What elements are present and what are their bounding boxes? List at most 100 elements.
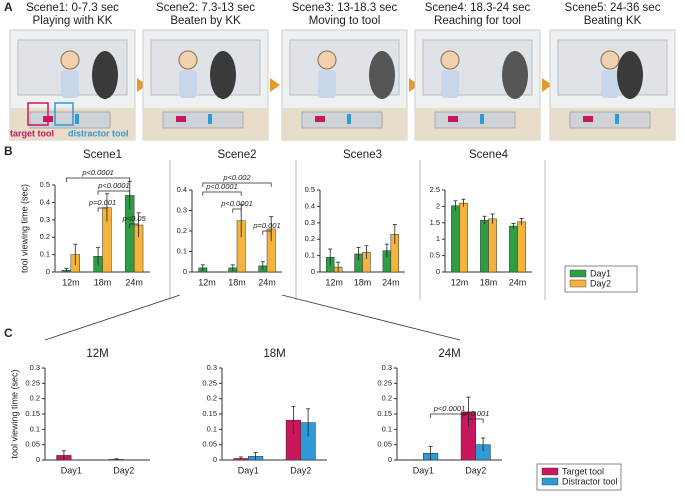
sig-bracket <box>202 191 242 196</box>
y-tick-label: 0.1 <box>177 246 187 255</box>
y-tick-label: 0.05 <box>25 440 40 449</box>
legend-label: Distractor tool <box>562 476 618 486</box>
tray <box>434 111 516 129</box>
ape <box>617 51 643 99</box>
ape <box>369 51 395 99</box>
x-tick-label: 24m <box>125 277 143 287</box>
sig-label: p=0.001 <box>461 409 489 418</box>
person-head <box>317 50 337 70</box>
y-tick-label: 0.2 <box>207 394 217 403</box>
scene-title: Scene1: 0-7.3 sec <box>26 2 119 14</box>
distractor-box <box>54 102 74 126</box>
y-tick-label: 2.5 <box>430 185 440 194</box>
distractor-tool <box>615 114 619 124</box>
y-tick-label: 0.2 <box>177 226 187 235</box>
person-body <box>318 70 336 98</box>
tray <box>162 111 244 129</box>
y-tick-label: 0.25 <box>377 378 392 387</box>
y-tick-label: 0.3 <box>305 218 315 227</box>
x-tick-label: Day2 <box>113 465 134 475</box>
sig-bracket <box>66 177 131 182</box>
y-tick-label: 0.05 <box>202 440 217 449</box>
distractor-tool <box>347 114 351 124</box>
ape <box>210 51 236 99</box>
chart-title: 18M <box>263 348 285 360</box>
scene-caption: Beaten by KK <box>170 15 241 27</box>
bar <box>509 225 518 273</box>
bar <box>480 219 489 273</box>
y-tick-label: 0.4 <box>305 201 315 210</box>
y-tick-label: 0 <box>46 267 50 276</box>
x-tick-label: Day2 <box>290 465 311 475</box>
sig-bracket <box>129 223 139 228</box>
x-tick-label: 12m <box>198 277 216 287</box>
x-tick-label: Day2 <box>465 465 486 475</box>
chart-title: Scene4 <box>469 149 509 161</box>
legend-swatch <box>541 477 559 486</box>
x-tick-label: 12m <box>451 277 469 287</box>
y-tick-label: 0.3 <box>207 363 217 372</box>
target-tool <box>448 116 458 122</box>
y-tick-label: 1.5 <box>430 218 440 227</box>
window <box>150 39 261 96</box>
sig-label: p=0.001 <box>252 221 280 230</box>
panel-label: C <box>4 326 13 340</box>
person-head <box>600 50 620 70</box>
sig-bracket <box>430 413 469 418</box>
y-tick-label: 0.05 <box>377 440 392 449</box>
tray <box>569 111 651 129</box>
y-tick-label: 0.3 <box>40 215 50 224</box>
x-tick-label: 18m <box>354 277 372 287</box>
target-tool <box>583 116 593 122</box>
target-tool <box>176 116 186 122</box>
y-tick-label: 0.5 <box>40 180 50 189</box>
y-tick-label: 0.3 <box>177 205 187 214</box>
legend-label: Day1 <box>590 268 611 278</box>
x-tick-label: Day1 <box>238 465 259 475</box>
person-body <box>601 70 619 98</box>
chart-title: Scene2 <box>217 149 256 161</box>
sig-label: p<0.0001 <box>220 199 253 208</box>
x-tick-label: 18m <box>228 277 246 287</box>
zoom-line <box>44 294 181 341</box>
bar <box>488 218 497 273</box>
bar <box>451 205 460 273</box>
y-tick-label: 0.2 <box>305 234 315 243</box>
x-tick-label: 24m <box>382 277 400 287</box>
scene-arrow <box>542 78 552 92</box>
x-tick-label: 24m <box>258 277 276 287</box>
scene-caption: Reaching for tool <box>434 15 521 27</box>
legend-swatch <box>569 279 587 288</box>
y-tick-label: 0.5 <box>305 185 315 194</box>
legend-swatch <box>541 467 559 476</box>
y-tick-label: 0.2 <box>30 394 40 403</box>
y-tick-label: 0.1 <box>40 250 50 259</box>
y-axis-label: tool viewing time (sec) <box>9 369 19 458</box>
zoom-line <box>281 294 461 341</box>
target-label: target tool <box>10 128 54 138</box>
sig-bracket <box>202 182 272 187</box>
y-tick-label: 0 <box>36 455 40 464</box>
y-tick-label: 0.25 <box>202 378 217 387</box>
bar <box>517 221 526 273</box>
y-tick-label: 0.4 <box>40 197 50 206</box>
y-tick-label: 0.15 <box>202 409 217 418</box>
target-box <box>27 102 49 126</box>
y-tick-label: 0.2 <box>40 232 50 241</box>
ape <box>92 51 118 99</box>
distractor-tool <box>480 114 484 124</box>
sig-label: p=0.001 <box>88 198 116 207</box>
y-tick-label: 0 <box>183 267 187 276</box>
x-tick-label: 12m <box>62 277 80 287</box>
zoom-lines <box>44 294 461 341</box>
sig-label: p<0.0001 <box>81 168 114 177</box>
y-tick-label: 0 <box>311 267 315 276</box>
distractor-tool <box>75 114 79 124</box>
y-tick-label: 0.1 <box>207 424 217 433</box>
y-tick-label: 0 <box>213 455 217 464</box>
sig-bracket <box>468 418 484 423</box>
target-tool <box>315 116 325 122</box>
y-tick-label: 0.15 <box>25 409 40 418</box>
x-tick-label: 24m <box>509 277 527 287</box>
y-tick-label: 0 <box>436 267 440 276</box>
